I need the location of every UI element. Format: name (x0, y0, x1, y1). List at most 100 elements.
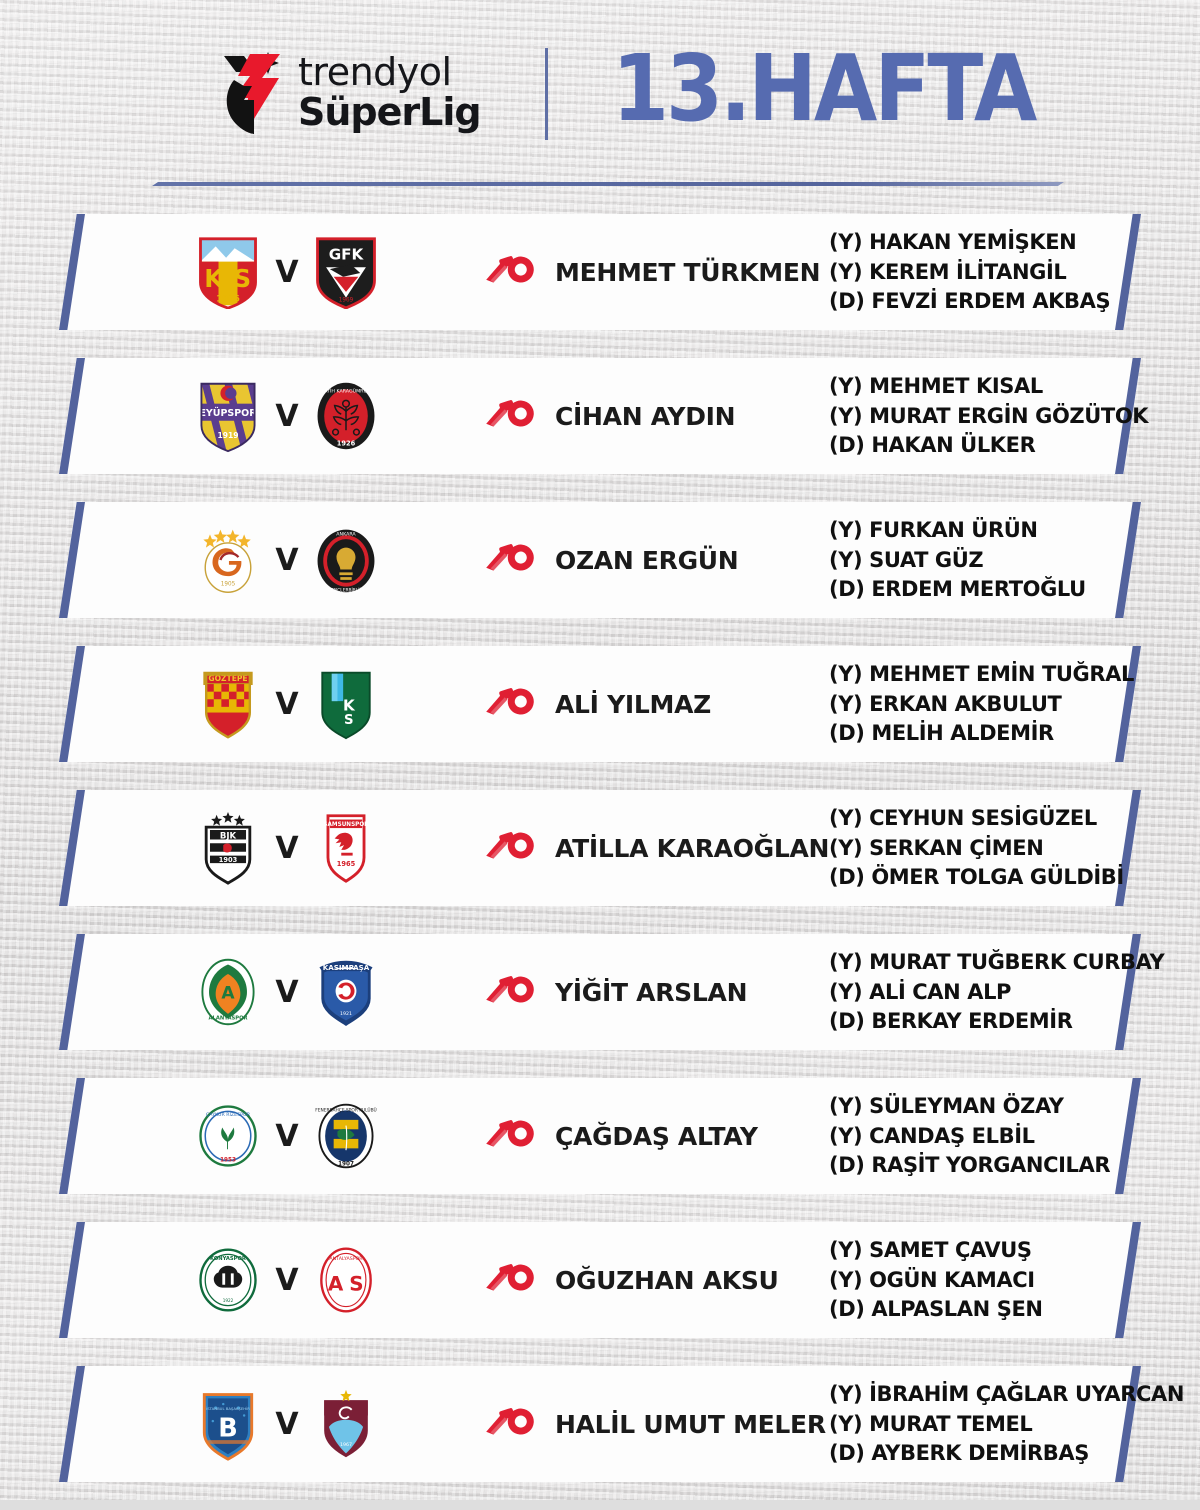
match-official-2: (Y) ALİ CAN ALP (829, 979, 1012, 1004)
svg-text:K: K (204, 264, 224, 293)
whistle-icon (483, 1116, 537, 1156)
svg-text:1921: 1921 (340, 1011, 352, 1017)
match-card-7[interactable]: ÇAYKUR RİZESPOR 1953 V FENERBAHÇE SPOR K… (59, 1078, 1141, 1194)
match-official-1: (Y) İBRAHİM ÇAĞLAR UYARCAN (829, 1381, 1185, 1406)
match-official-2: (Y) SUAT GÜZ (829, 547, 984, 572)
match-official-3: (D) ALPASLAN ŞEN (829, 1297, 1043, 1322)
svg-text:1922: 1922 (223, 1298, 234, 1303)
week-title: 13.HAFTA (612, 36, 1037, 143)
galatasaray-crest[interactable]: 1905 (191, 523, 265, 597)
eyupspor-crest[interactable]: EYÜPSPOR 1919 (191, 379, 265, 453)
svg-text:ANKARA: ANKARA (336, 531, 356, 537)
match-official-2: (Y) MURAT ERGİN GÖZÜTOK (829, 403, 1149, 428)
basaksehir-crest[interactable]: İSTANBUL BAŞAKŞEHİR B (191, 1387, 265, 1461)
match-officials-list: (Y) FURKAN ÜRÜN (Y) SUAT GÜZ (D) ERDEM MER… (829, 502, 1149, 618)
match-official-3: (D) ÖMER TOLGA GÜLDİBİ (829, 865, 1124, 890)
konyaspor-crest[interactable]: KONYASPOR 1922 (191, 1243, 265, 1317)
versus-label: V (275, 830, 299, 866)
match-officials-list: (Y) İBRAHİM ÇAĞLAR UYARCAN (Y) MURAT TEME… (829, 1366, 1185, 1482)
svg-text:GFK: GFK (329, 246, 365, 264)
match-officials-list: (Y) MEHMET EMİN TUĞRAL (Y) ERKAN AKBULUT (… (829, 646, 1149, 762)
whistle-icon (483, 972, 537, 1012)
match-official-2: (Y) OGÜN KAMACI (829, 1267, 1035, 1292)
match-official-3: (D) HAKAN ÜLKER (829, 433, 1036, 458)
match-official-3: (D) BERKAY ERDEMİR (829, 1009, 1073, 1034)
match-officials-list: (Y) SÜLEYMAN ÖZAY (Y) CANDAŞ ELBİL (D) RAŞ… (829, 1078, 1149, 1194)
svg-text:ALANYASPOR: ALANYASPOR (208, 1016, 247, 1022)
whistle-icon (483, 252, 537, 292)
svg-text:B: B (218, 1413, 238, 1443)
whistle-icon (483, 1404, 537, 1444)
trendyol-logo-mark (222, 48, 284, 136)
versus-label: V (275, 254, 299, 290)
svg-text:KASIMPAŞA: KASIMPAŞA (323, 963, 370, 972)
referee-name: OĞUZHAN AKSU (555, 1265, 779, 1295)
svg-text:S: S (344, 713, 354, 728)
versus-label: V (275, 398, 299, 434)
referee-name: ÇAĞDAŞ ALTAY (555, 1121, 758, 1151)
svg-text:GENÇLERBİRLİĞİ: GENÇLERBİRLİĞİ (328, 586, 364, 593)
svg-text:1905: 1905 (221, 582, 236, 588)
match-card-4[interactable]: GÖZTEPE V K S ALİ YILMAZ (Y) MEHMET EMİN… (59, 646, 1141, 762)
antalyaspor-crest[interactable]: A S ANTALYASPOR (309, 1243, 383, 1317)
whistle-icon (483, 396, 537, 436)
referee-block: HALİL UMUT MELER (483, 1366, 826, 1482)
rizespor-crest[interactable]: ÇAYKUR RİZESPOR 1953 (191, 1099, 265, 1173)
svg-text:ANTALYASPOR: ANTALYASPOR (329, 1256, 363, 1262)
match-official-2: (Y) SERKAN ÇİMEN (829, 835, 1044, 860)
svg-text:1926: 1926 (337, 439, 356, 447)
match-card-9[interactable]: İSTANBUL BAŞAKŞEHİR B V 1967 HALİL UMUT … (59, 1366, 1184, 1482)
header-divider (545, 48, 548, 140)
whistle-icon (483, 828, 537, 868)
referee-block: ATİLLA KARAOĞLAN (483, 790, 829, 906)
trendyol-superlig-brand: trendyol SüperLig (222, 48, 482, 136)
whistle-icon (483, 1260, 537, 1300)
referee-name: HALİL UMUT MELER (555, 1409, 826, 1439)
referee-block: ALİ YILMAZ (483, 646, 711, 762)
besiktas-crest[interactable]: BJK 1903 (191, 811, 265, 885)
karagumruk-crest[interactable]: 1926 FATİH KARAGÜMRÜK (309, 379, 383, 453)
match-card-8[interactable]: KONYASPOR 1922 V A S ANTALYASPOR OĞUZHAN… (59, 1222, 1141, 1338)
kocaelispor-crest[interactable]: K S (309, 667, 383, 741)
goztepe-crest[interactable]: GÖZTEPE (191, 667, 265, 741)
match-official-1: (Y) FURKAN ÜRÜN (829, 517, 1038, 542)
svg-text:1967: 1967 (340, 1442, 352, 1448)
brand-name-trendyol: trendyol (298, 50, 452, 94)
referee-name: OZAN ERGÜN (555, 545, 739, 575)
referee-name: ALİ YILMAZ (555, 689, 711, 719)
whistle-icon (483, 684, 537, 724)
match-official-3: (D) FEVZİ ERDEM AKBAŞ (829, 289, 1111, 314)
fixture-crests: ÇAYKUR RİZESPOR 1953 V FENERBAHÇE SPOR K… (191, 1078, 383, 1194)
referee-name: CİHAN AYDIN (555, 401, 736, 431)
match-card-5[interactable]: BJK 1903 V SAMSUNSPOR 1965 ATİLLA KARAOĞ… (59, 790, 1141, 906)
fixture-crests: A ALANYASPOR V KASIMPAŞA 1921 (191, 934, 383, 1050)
referee-name: ATİLLA KARAOĞLAN (555, 833, 830, 863)
match-card-1[interactable]: K S 1966 V GFK 1969 MEHMET TÜRKMEN (Y) H… (59, 214, 1141, 330)
gaziantepfk-crest[interactable]: GFK 1969 (309, 235, 383, 309)
fixture-crests: K S 1966 V GFK 1969 (191, 214, 383, 330)
trabzonspor-crest[interactable]: 1967 (309, 1387, 383, 1461)
svg-text:1965: 1965 (337, 860, 356, 868)
match-officials-list: (Y) HAKAN YEMİŞKEN (Y) KEREM İLİTANGİL (D)… (829, 214, 1149, 330)
kayserispor-crest[interactable]: K S 1966 (191, 235, 265, 309)
svg-text:EYÜPSPOR: EYÜPSPOR (199, 408, 257, 419)
svg-text:FENERBAHÇE SPOR KULÜBÜ: FENERBAHÇE SPOR KULÜBÜ (315, 1106, 377, 1113)
whistle-icon (483, 540, 537, 580)
fenerbahce-crest[interactable]: FENERBAHÇE SPOR KULÜBÜ 1907 (309, 1099, 383, 1173)
referee-name: YİĞİT ARSLAN (555, 977, 748, 1007)
genclerbirligi-crest[interactable]: ANKARA GENÇLERBİRLİĞİ (309, 523, 383, 597)
svg-text:A: A (221, 984, 235, 1004)
referee-block: OĞUZHAN AKSU (483, 1222, 779, 1338)
match-card-6[interactable]: A ALANYASPOR V KASIMPAŞA 1921 YİĞİT ARSL… (59, 934, 1165, 1050)
match-official-3: (D) AYBERK DEMİRBAŞ (829, 1441, 1089, 1466)
samsunspor-crest[interactable]: SAMSUNSPOR 1965 (309, 811, 383, 885)
svg-text:1907: 1907 (338, 1161, 354, 1167)
svg-text:1953: 1953 (220, 1158, 236, 1164)
match-official-2: (Y) ERKAN AKBULUT (829, 691, 1062, 716)
svg-text:A: A (328, 1272, 344, 1295)
kasimpasa-crest[interactable]: KASIMPAŞA 1921 (309, 955, 383, 1029)
match-card-2[interactable]: EYÜPSPOR 1919 V 1926 FATİH KARAGÜMRÜK Cİ… (59, 358, 1149, 474)
match-card-3[interactable]: 1905 V ANKARA GENÇLERBİRLİĞİ OZAN ERGÜN … (59, 502, 1141, 618)
alanyaspor-crest[interactable]: A ALANYASPOR (191, 955, 265, 1029)
fixture-crests: İSTANBUL BAŞAKŞEHİR B V 1967 (191, 1366, 383, 1482)
